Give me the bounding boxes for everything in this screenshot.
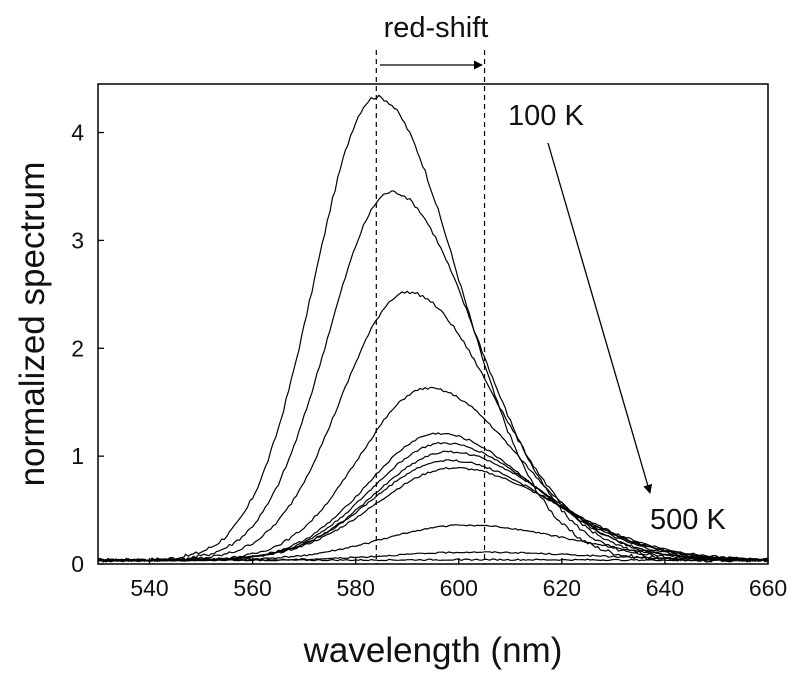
- x-tick-label: 660: [749, 575, 787, 601]
- y-axis-ticks: 0 1 2 3 4: [71, 120, 104, 577]
- y-tick-label: 2: [71, 335, 84, 361]
- y-tick-label: 3: [71, 227, 84, 253]
- start-temp-label: 100 K: [508, 100, 584, 132]
- temperature-arrow: [547, 142, 653, 494]
- spectrum-curve: [97, 441, 769, 562]
- y-tick-label: 4: [71, 120, 84, 146]
- x-tick-label: 640: [646, 575, 684, 601]
- spectrum-curve: [97, 94, 769, 563]
- spectrum-curve: [97, 466, 769, 562]
- spectrum-curve: [97, 290, 769, 563]
- x-axis-ticks: 540 560 580 600 620 640 660: [130, 558, 787, 601]
- x-tick-label: 580: [337, 575, 375, 601]
- spectrum-curve: [97, 432, 769, 562]
- plot-frame: [97, 83, 769, 565]
- reference-lines: [375, 50, 486, 564]
- spectrum-curve: [97, 558, 769, 562]
- spectrum-curves: [97, 94, 769, 563]
- y-tick-label: 1: [71, 443, 84, 469]
- x-axis-title: wavelength (nm): [303, 631, 563, 670]
- x-tick-label: 620: [543, 575, 581, 601]
- end-temp-label: 500 K: [650, 504, 726, 536]
- x-tick-label: 560: [233, 575, 271, 601]
- y-axis-title: normalized spectrum: [13, 162, 52, 487]
- redshift-label: red-shift: [384, 12, 489, 44]
- y-tick-label: 0: [71, 551, 84, 577]
- x-tick-label: 600: [440, 575, 478, 601]
- x-tick-label: 540: [130, 575, 168, 601]
